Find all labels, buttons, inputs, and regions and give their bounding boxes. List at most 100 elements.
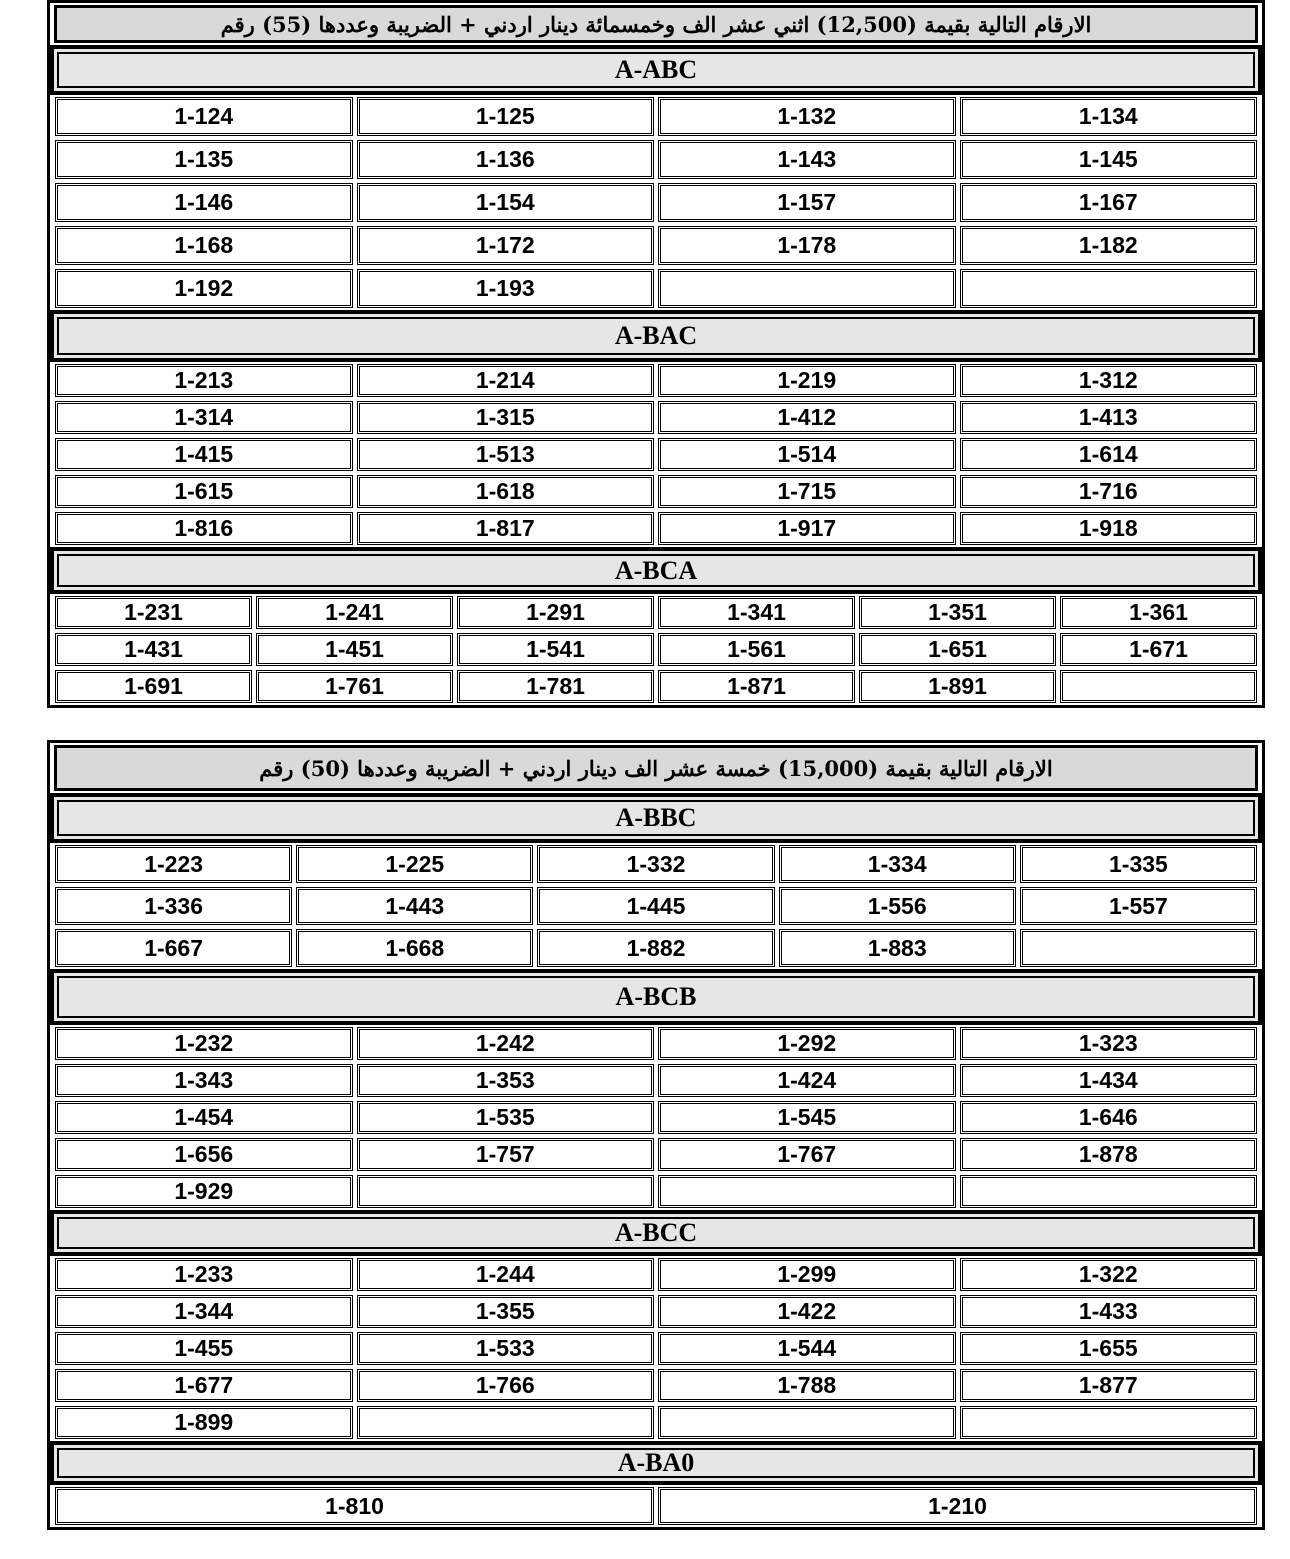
number-cell: 1-545 <box>658 1101 956 1134</box>
table-row: 1-135 1-136 1-143 1-145 <box>50 138 1262 181</box>
block-code-header: A-BA0 <box>50 1441 1262 1485</box>
number-cell: 1-810 <box>55 1487 654 1525</box>
number-cell <box>356 1406 654 1439</box>
number-cell: 1-361 <box>1060 596 1257 629</box>
number-cell: 1-242 <box>356 1027 654 1060</box>
block-code-header: A-BBC <box>50 793 1262 843</box>
number-cell <box>959 269 1257 308</box>
number-cell: 1-223 <box>55 845 293 883</box>
number-cell: 1-154 <box>356 183 654 222</box>
number-cell <box>658 1175 956 1208</box>
number-cell: 1-143 <box>658 140 956 179</box>
number-cell: 1-178 <box>658 226 956 265</box>
number-cell: 1-514 <box>658 438 956 471</box>
number-cell: 1-677 <box>55 1369 353 1402</box>
number-cell: 1-157 <box>658 183 956 222</box>
number-cell: 1-334 <box>778 845 1016 883</box>
number-cell: 1-646 <box>959 1101 1257 1134</box>
table-row: 1-314 1-315 1-412 1-413 <box>50 399 1262 436</box>
number-cell: 1-878 <box>959 1138 1257 1171</box>
number-cell: 1-757 <box>356 1138 654 1171</box>
table-row: 1-233 1-244 1-299 1-322 <box>50 1256 1262 1293</box>
number-cell <box>1060 670 1257 703</box>
number-cell: 1-225 <box>296 845 534 883</box>
number-cell: 1-146 <box>55 183 353 222</box>
number-cell: 1-241 <box>256 596 453 629</box>
number-cell: 1-651 <box>859 633 1056 666</box>
table-row: 1-615 1-618 1-715 1-716 <box>50 473 1262 510</box>
number-cell: 1-134 <box>959 97 1257 136</box>
number-cell: 1-172 <box>356 226 654 265</box>
number-cell: 1-192 <box>55 269 353 308</box>
table-row: 1-146 1-154 1-157 1-167 <box>50 181 1262 224</box>
block-code-header: A-ABC <box>50 45 1262 95</box>
block-code-header: A-BCC <box>50 1210 1262 1256</box>
number-cell: 1-443 <box>296 887 534 925</box>
table-row: 1-192 1-193 <box>50 267 1262 310</box>
number-cell: 1-433 <box>959 1295 1257 1328</box>
number-cell <box>959 1175 1257 1208</box>
number-cell: 1-353 <box>356 1064 654 1097</box>
number-cell: 1-691 <box>55 670 252 703</box>
table-row: 1-231 1-241 1-291 1-341 1-351 1-361 <box>50 594 1262 631</box>
number-cell: 1-761 <box>256 670 453 703</box>
number-cell: 1-668 <box>296 929 534 967</box>
number-cell: 1-312 <box>959 364 1257 397</box>
number-cell: 1-513 <box>356 438 654 471</box>
number-cell: 1-767 <box>658 1138 956 1171</box>
number-cell: 1-214 <box>356 364 654 397</box>
number-cell: 1-533 <box>356 1332 654 1365</box>
number-cell: 1-351 <box>859 596 1056 629</box>
number-cell: 1-766 <box>356 1369 654 1402</box>
number-cell: 1-323 <box>959 1027 1257 1060</box>
number-cell: 1-557 <box>1019 887 1258 925</box>
number-cell: 1-817 <box>356 512 654 545</box>
number-cell: 1-299 <box>658 1258 956 1291</box>
number-cell: 1-781 <box>457 670 654 703</box>
number-cell: 1-899 <box>55 1406 353 1439</box>
table-row: 1-691 1-761 1-781 1-871 1-891 <box>50 668 1262 705</box>
number-cell: 1-135 <box>55 140 353 179</box>
number-cell: 1-882 <box>537 929 775 967</box>
number-cell: 1-451 <box>256 633 453 666</box>
number-cell: 1-213 <box>55 364 353 397</box>
number-cell: 1-231 <box>55 596 252 629</box>
number-cell <box>658 1406 956 1439</box>
number-cell: 1-193 <box>356 269 654 308</box>
table-row: 1-343 1-353 1-424 1-434 <box>50 1062 1262 1099</box>
number-cell: 1-422 <box>658 1295 956 1328</box>
number-cell: 1-883 <box>778 929 1016 967</box>
group-title: الارقام التالية بقيمة (12,500) اثني عشر … <box>54 5 1258 43</box>
number-cell: 1-292 <box>658 1027 956 1060</box>
number-cell: 1-124 <box>55 97 353 136</box>
table-row: 1-454 1-535 1-545 1-646 <box>50 1099 1262 1136</box>
number-cell: 1-431 <box>55 633 252 666</box>
number-cell: 1-232 <box>55 1027 353 1060</box>
table-row: 1-223 1-225 1-332 1-334 1-335 <box>50 843 1262 885</box>
table-row: 1-124 1-125 1-132 1-134 <box>50 95 1262 138</box>
number-cell <box>959 1406 1257 1439</box>
table-row: 1-232 1-242 1-292 1-323 <box>50 1025 1262 1062</box>
block-code-header: A-BCA <box>50 547 1262 594</box>
number-cell: 1-615 <box>55 475 353 508</box>
number-cell: 1-618 <box>356 475 654 508</box>
table-row: 1-810 1-210 <box>50 1485 1262 1527</box>
number-cell: 1-219 <box>658 364 956 397</box>
number-cell: 1-210 <box>658 1487 1257 1525</box>
number-cell <box>1019 929 1258 967</box>
number-cell: 1-233 <box>55 1258 353 1291</box>
number-cell: 1-561 <box>658 633 855 666</box>
price-group-table: الارقام التالية بقيمة (12,500) اثني عشر … <box>47 0 1265 708</box>
number-cell: 1-424 <box>658 1064 956 1097</box>
number-cell: 1-656 <box>55 1138 353 1171</box>
number-cell: 1-445 <box>537 887 775 925</box>
table-row: 1-213 1-214 1-219 1-312 <box>50 362 1262 399</box>
number-cell: 1-244 <box>356 1258 654 1291</box>
number-cell: 1-655 <box>959 1332 1257 1365</box>
price-group-table: الارقام التالية بقيمة (15,000) خمسة عشر … <box>47 740 1265 1530</box>
number-cell: 1-415 <box>55 438 353 471</box>
number-cell: 1-291 <box>457 596 654 629</box>
number-cell: 1-541 <box>457 633 654 666</box>
number-cell: 1-332 <box>537 845 775 883</box>
table-row: 1-899 <box>50 1404 1262 1441</box>
